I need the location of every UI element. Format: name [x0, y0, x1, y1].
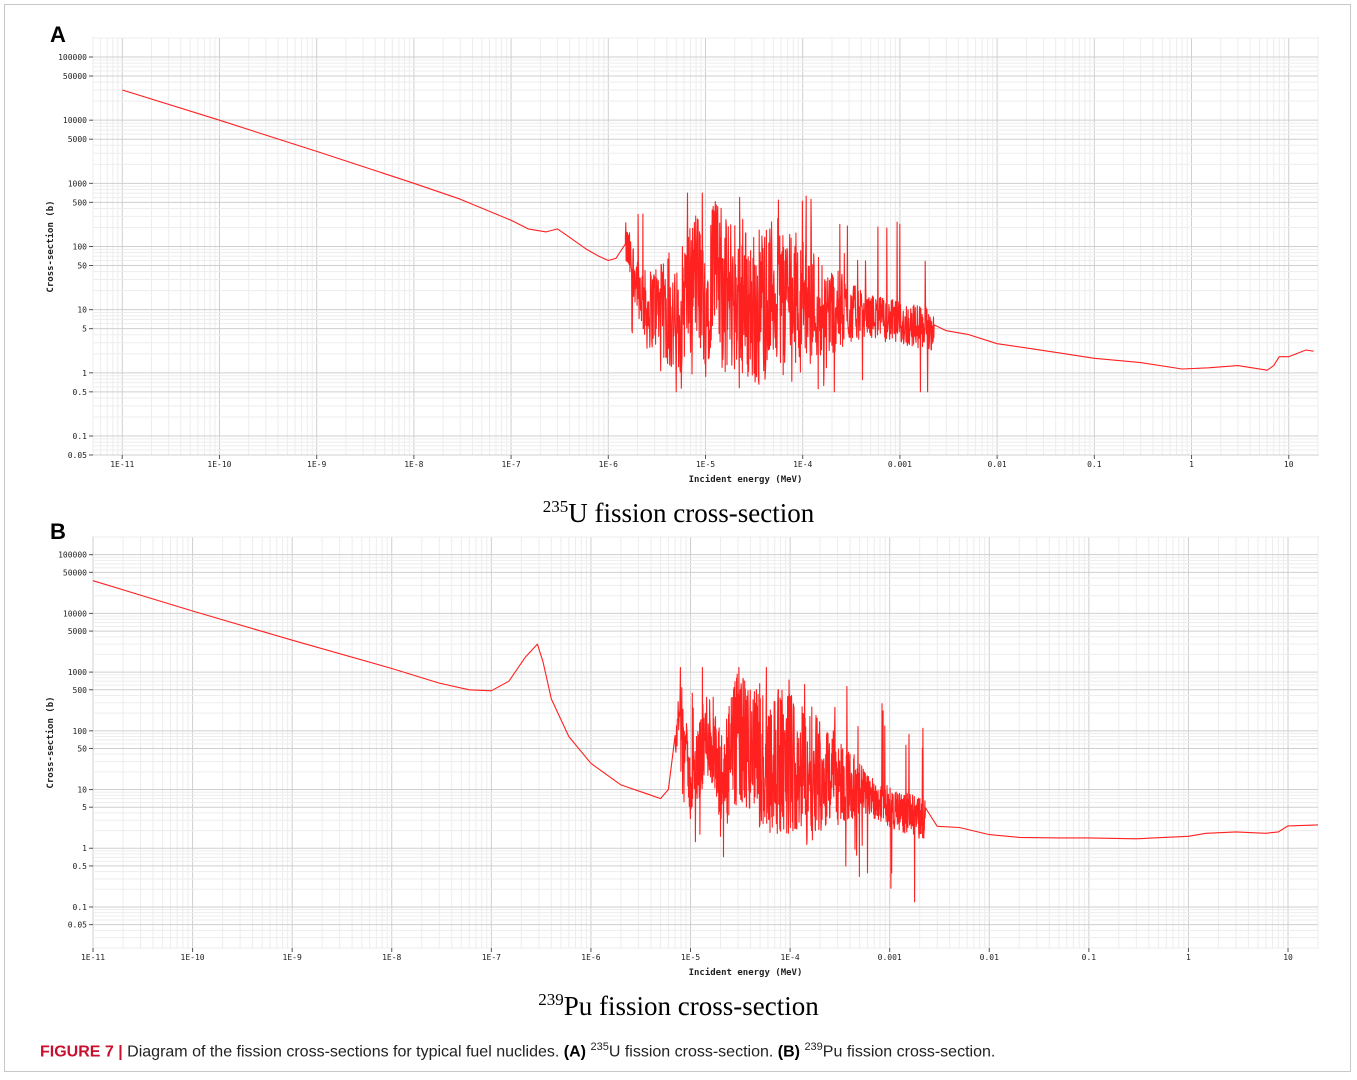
- x-tick-label: 0.1: [1087, 460, 1102, 469]
- y-tick-label: 0.5: [73, 388, 88, 397]
- x-tick-label: 1E-5: [681, 953, 700, 962]
- y-tick-label: 100000: [58, 53, 87, 62]
- x-tick-label: 1E-6: [581, 953, 600, 962]
- x-tick-label: 1E-8: [404, 460, 423, 469]
- chart-panel-b: 1E-11 1E-10 1E-9 1E-8 1E-7 1E-6 1E-5 1E-4 0.001 0…: [45, 536, 1319, 978]
- y-tick-label: 100000: [58, 551, 87, 560]
- panel-b-title-text: Pu fission cross-section: [563, 991, 819, 1021]
- x-tick-label: 1E-8: [382, 953, 401, 962]
- panel-b-title-mass: 239: [538, 990, 564, 1009]
- caption-b-label: (B): [777, 1043, 800, 1061]
- y-tick-label: 0.05: [68, 921, 87, 930]
- x-tick-label: 0.01: [987, 460, 1006, 469]
- x-tick-label: 1E-9: [283, 953, 302, 962]
- y-tick-label: 0.1: [73, 903, 88, 912]
- y-tick-label: 1000: [68, 668, 87, 677]
- x-axis-label: Incident energy (MeV): [689, 474, 803, 485]
- y-axis-label: Cross-section (b): [45, 200, 56, 292]
- caption-a-text: U fission cross-section.: [608, 1043, 778, 1061]
- y-tick-label: 0.05: [68, 451, 87, 460]
- y-axis-label: Cross-section (b): [45, 696, 56, 788]
- caption-a-sup: 235: [590, 1041, 609, 1053]
- y-tick-label: 50000: [63, 72, 87, 81]
- y-tick-label: 5: [82, 803, 87, 812]
- y-tick-label: 1: [82, 844, 87, 853]
- panel-letter-b: B: [50, 519, 66, 544]
- y-tick-label: 500: [73, 198, 88, 207]
- x-tick-label: 0.01: [980, 953, 999, 962]
- x-tick-label: 1E-4: [780, 953, 799, 962]
- panel-a-title-mass: 235: [542, 497, 569, 516]
- y-tick-label: 5000: [68, 627, 87, 636]
- y-tick-label: 10: [77, 306, 87, 315]
- x-tick-label: 1E-7: [482, 953, 501, 962]
- y-tick-label: 100: [73, 243, 88, 252]
- cross-section-line-a: [122, 89, 1314, 393]
- x-tick-label: 1E-10: [207, 460, 231, 469]
- y-tick-label: 50: [77, 262, 87, 271]
- caption-figure-label: FIGURE 7 |: [40, 1043, 123, 1061]
- y-tick-label: 100: [73, 727, 88, 736]
- caption-b-text: Pu fission cross-section.: [822, 1043, 996, 1061]
- panel-a-title: 235U fission cross-section: [0, 497, 1357, 529]
- chart-panel-a: 1E-11 1E-10 1E-9 1E-8 1E-7 1E-6 1E-5 1E-4 0.001 0…: [45, 37, 1319, 485]
- x-tick-label: 10: [1283, 953, 1293, 962]
- caption-b-sup: 239: [804, 1041, 823, 1053]
- caption-a-label: (A): [563, 1043, 587, 1061]
- x-tick-label: 10: [1284, 460, 1294, 469]
- x-tick-label: 1E-7: [501, 460, 520, 469]
- x-tick-label: 0.1: [1082, 953, 1097, 962]
- x-tick-label: 1E-9: [307, 460, 326, 469]
- figure-frame: [4, 4, 1351, 1072]
- y-tick-label: 10000: [63, 116, 87, 125]
- x-axis-label: Incident energy (MeV): [689, 967, 803, 978]
- x-tick-label: 1E-4: [793, 460, 812, 469]
- y-tick-label: 1000: [68, 179, 87, 188]
- x-tick-label: 1E-5: [696, 460, 715, 469]
- caption-text: Diagram of the fission cross-sections fo…: [122, 1043, 564, 1061]
- x-tick-label: 0.001: [878, 953, 902, 962]
- cross-section-line-b: [92, 580, 1319, 903]
- panel-b-title: 239Pu fission cross-section: [0, 990, 1357, 1022]
- y-tick-label: 10: [77, 786, 87, 795]
- panel-letter-a: A: [50, 22, 66, 47]
- x-tick-label: 1E-11: [81, 953, 105, 962]
- y-tick-label: 1: [82, 369, 87, 378]
- y-tick-label: 500: [73, 686, 88, 695]
- x-tick-label: 1: [1189, 460, 1194, 469]
- y-tick-label: 50000: [63, 568, 87, 577]
- figure-caption: FIGURE 7 | Diagram of the fission cross-…: [40, 1041, 995, 1061]
- x-tick-label: 0.001: [888, 460, 912, 469]
- y-tick-label: 5000: [68, 135, 87, 144]
- y-tick-label: 0.1: [73, 432, 88, 441]
- panel-a-title-text: U fission cross-section: [568, 498, 815, 528]
- x-tick-label: 1E-11: [110, 460, 134, 469]
- x-tick-label: 1: [1186, 953, 1191, 962]
- y-tick-label: 0.5: [73, 862, 88, 871]
- x-tick-label: 1E-10: [181, 953, 205, 962]
- y-tick-label: 50: [77, 744, 87, 753]
- y-tick-label: 10000: [63, 609, 87, 618]
- y-tick-label: 5: [82, 325, 87, 334]
- x-tick-label: 1E-6: [599, 460, 618, 469]
